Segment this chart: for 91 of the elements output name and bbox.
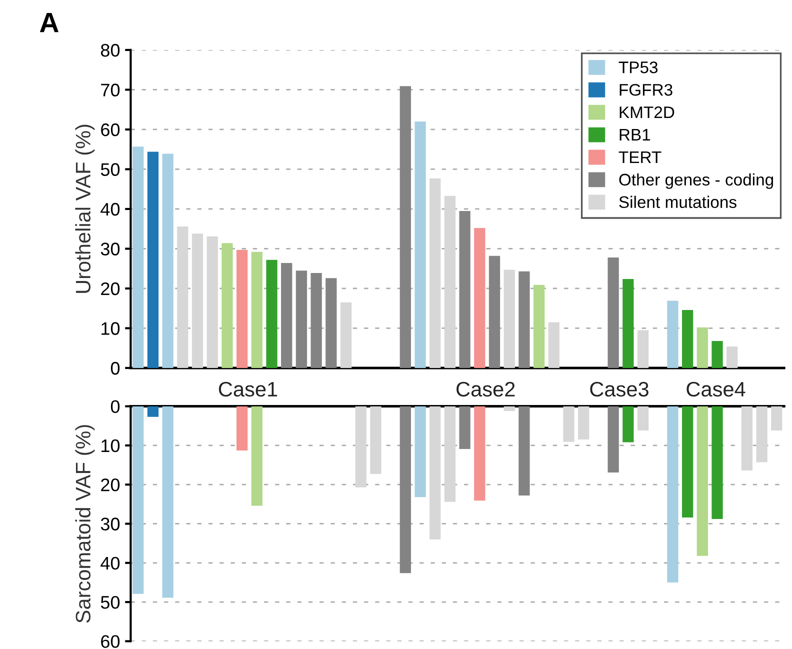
bar <box>608 257 619 368</box>
bar <box>474 406 486 501</box>
bar <box>251 252 262 368</box>
bar <box>266 260 278 368</box>
bar <box>296 270 308 368</box>
y-tick-label: 20 <box>101 478 120 492</box>
bar <box>563 406 574 442</box>
text: Case3 <box>590 382 648 397</box>
y-axis-title: Sarcomatoid VAF (%) <box>75 425 95 623</box>
bar <box>504 270 515 368</box>
bar <box>504 406 515 411</box>
bar <box>355 406 366 488</box>
bar <box>206 236 218 368</box>
bar <box>162 154 174 368</box>
bar <box>667 406 678 582</box>
bar <box>430 406 441 540</box>
bar <box>696 327 708 368</box>
bar <box>281 263 292 368</box>
bar <box>147 406 159 417</box>
bar <box>370 406 382 474</box>
bar <box>400 406 411 574</box>
bar <box>608 406 619 472</box>
bar <box>132 146 144 368</box>
y-tick-label: 60 <box>101 123 120 136</box>
bar <box>222 243 233 368</box>
text: Case2 <box>456 382 515 397</box>
bar <box>162 406 174 598</box>
y-tick-label: 60 <box>101 635 120 648</box>
bar <box>400 86 411 368</box>
bar <box>414 122 426 368</box>
bar <box>474 228 486 368</box>
bar <box>414 406 426 498</box>
bar <box>518 406 530 496</box>
y-tick-label: 40 <box>100 556 120 570</box>
bar <box>667 300 678 368</box>
y-tick-label: 30 <box>100 518 120 530</box>
bar <box>444 196 456 368</box>
bar <box>310 272 322 368</box>
y-tick-label: 0 <box>110 362 120 375</box>
bar <box>682 310 694 368</box>
y-tick-label: 50 <box>100 163 120 176</box>
bar <box>459 406 470 449</box>
text: Case4 <box>686 382 746 397</box>
bar <box>741 406 753 470</box>
bar <box>622 406 634 442</box>
y-tick-label: 30 <box>100 242 120 256</box>
bar <box>444 406 456 502</box>
bar <box>251 406 262 506</box>
bar <box>637 330 649 368</box>
bar <box>459 210 470 368</box>
legend-label: TERT <box>618 152 662 163</box>
bar <box>177 226 188 368</box>
y-tick-label: 80 <box>100 44 120 57</box>
y-tick-label: 20 <box>101 282 120 296</box>
y-tick-label: 10 <box>102 322 120 335</box>
bar <box>236 406 248 451</box>
bar <box>533 284 545 368</box>
y-tick-label: 10 <box>102 439 120 452</box>
y-tick-label: 0 <box>110 400 120 413</box>
bar <box>488 256 500 368</box>
bar <box>192 234 204 368</box>
bar <box>430 178 441 368</box>
bar <box>578 406 590 440</box>
legend-label: FGFR3 <box>620 84 672 96</box>
bar <box>340 302 352 368</box>
bar <box>236 250 248 368</box>
y-axis-title: Urothelial VAF (%) <box>75 124 95 293</box>
bar <box>518 271 530 368</box>
bar <box>712 340 723 368</box>
bar <box>756 406 768 462</box>
text: Case1 <box>218 382 278 397</box>
bar <box>147 152 159 368</box>
legend-label: Silent mutations <box>619 196 736 208</box>
y-tick-label: 50 <box>100 596 120 609</box>
legend-label: Other genes - coding <box>619 173 774 189</box>
legend-label: TP53 <box>618 62 658 74</box>
chart-title: A <box>40 12 59 32</box>
y-tick-label: 40 <box>100 202 120 216</box>
legend-label: KMT2D <box>620 106 674 118</box>
bar <box>622 278 634 368</box>
bar <box>326 278 337 368</box>
bar <box>726 346 738 368</box>
bar <box>771 406 782 431</box>
bar <box>548 322 560 368</box>
bar <box>696 406 708 556</box>
bar <box>132 406 144 594</box>
legend-label: RB1 <box>620 129 650 141</box>
bar <box>712 406 723 520</box>
bar <box>682 406 694 518</box>
y-tick-label: 70 <box>101 84 120 96</box>
bar <box>637 406 649 431</box>
